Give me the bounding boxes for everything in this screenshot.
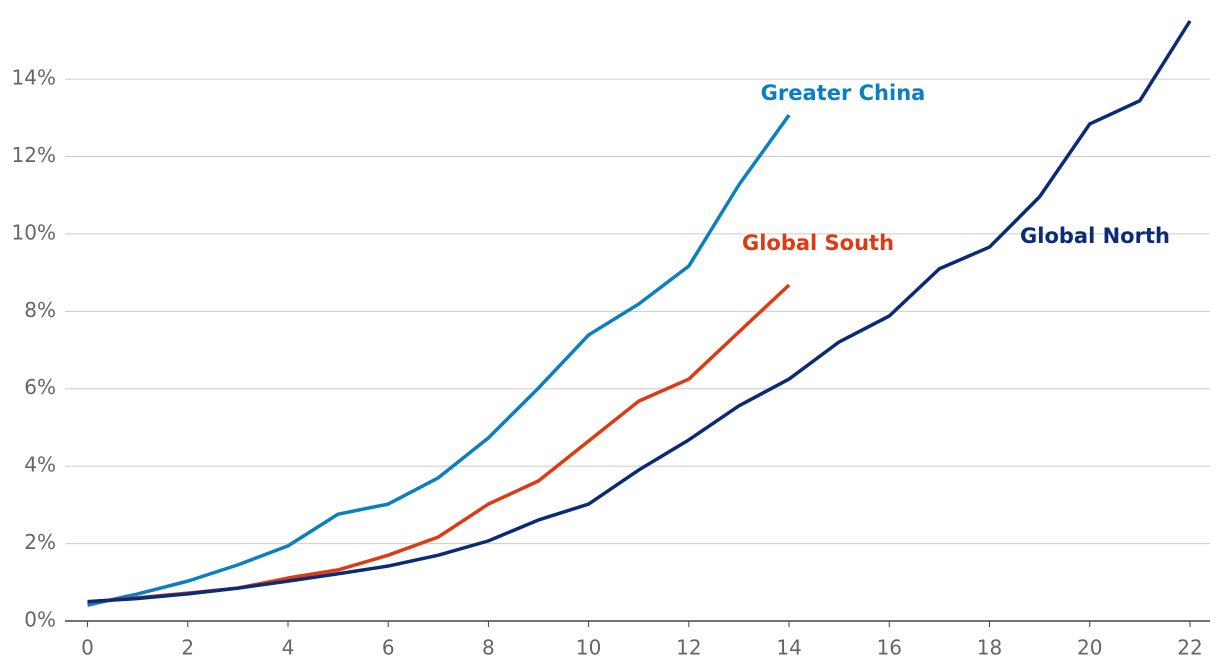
x-tick-label: 22 — [1177, 636, 1202, 660]
y-tick-label: 4% — [24, 453, 56, 477]
x-tick-label: 20 — [1077, 636, 1102, 660]
y-tick-label: 2% — [24, 530, 56, 554]
x-tick-label: 2 — [181, 636, 194, 660]
y-tick-label: 6% — [24, 375, 56, 399]
x-tick-label: 10 — [576, 636, 601, 660]
x-tick-label: 0 — [81, 636, 94, 660]
series-line — [87, 20, 1192, 604]
x-tick-label: 18 — [977, 636, 1002, 660]
series-label: Global North — [1020, 224, 1170, 248]
y-tick-label: 14% — [12, 66, 56, 90]
series-line — [87, 114, 791, 607]
x-tick-label: 4 — [282, 636, 295, 660]
x-tick-label: 16 — [877, 636, 902, 660]
x-tick-label: 14 — [776, 636, 801, 660]
y-tick-label: 12% — [12, 143, 56, 167]
y-tick-label: 10% — [12, 220, 56, 244]
y-tick-label: 0% — [24, 608, 56, 632]
x-tick-label: 12 — [676, 636, 701, 660]
x-tick-label: 8 — [482, 636, 495, 660]
y-tick-label: 8% — [24, 298, 56, 322]
series-label: Global South — [742, 231, 894, 255]
x-tick-label: 6 — [382, 636, 395, 660]
series-label: Greater China — [761, 81, 926, 105]
